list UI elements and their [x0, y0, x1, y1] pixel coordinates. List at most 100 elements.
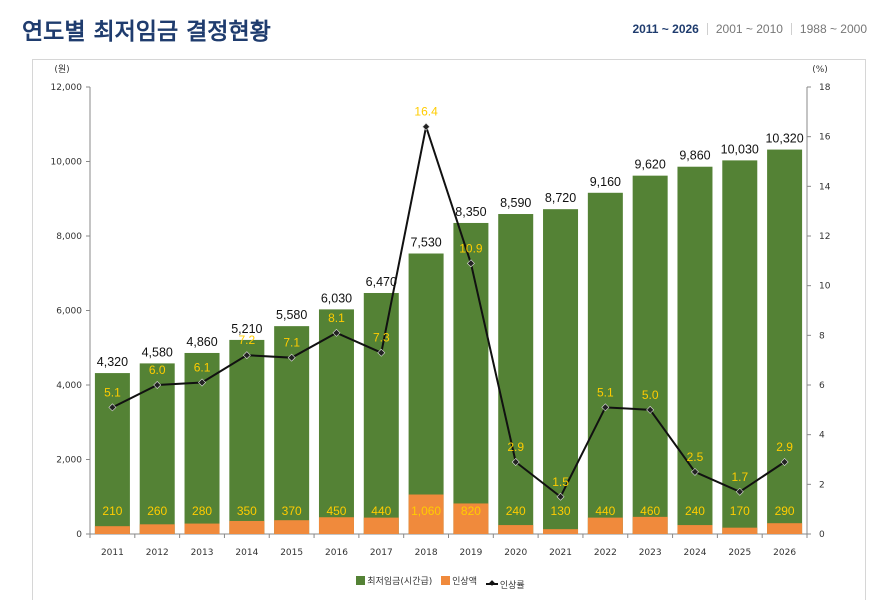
- x-tick-label: 2011: [101, 548, 124, 558]
- y-right-tick-label: 0: [819, 530, 825, 540]
- wage-data-label: 9,160: [590, 175, 621, 189]
- range-divider: [706, 23, 708, 35]
- rate-point: [556, 492, 565, 501]
- y-right-tick-label: 8: [819, 331, 825, 341]
- rate-data-label: 2.9: [507, 440, 524, 454]
- wage-bar: [587, 192, 623, 535]
- increase-data-label: 260: [147, 504, 167, 518]
- rate-data-label: 5.0: [642, 388, 659, 402]
- y-left-unit: (원): [54, 64, 69, 75]
- y-left-tick-label: 8,000: [56, 232, 82, 242]
- wage-bar: [677, 166, 713, 534]
- legend-label-wage: 최저임금(시간급): [367, 577, 433, 587]
- range-tab-1988-2000[interactable]: 1988 ~ 2000: [799, 22, 867, 36]
- x-tick-label: 2024: [684, 548, 707, 558]
- x-tick-label: 2015: [280, 548, 303, 558]
- x-tick-label: 2021: [549, 548, 572, 558]
- y-left-tick-label: 6,000: [56, 307, 82, 317]
- y-right-tick-label: 2: [819, 480, 825, 490]
- legend-swatch-rate: [485, 583, 498, 585]
- wage-bar: [363, 292, 399, 534]
- legend-item-wage: 최저임금(시간급): [356, 574, 432, 587]
- y-left-tick-label: 2,000: [56, 456, 82, 466]
- y-left-tick-label: 10,000: [51, 158, 83, 168]
- increase-bar: [408, 494, 444, 534]
- wage-bar: [767, 149, 803, 534]
- rate-point: [332, 328, 341, 337]
- increase-data-label: 450: [326, 504, 346, 518]
- wage-data-label: 6,030: [321, 291, 352, 305]
- rate-point: [735, 487, 744, 496]
- wage-bar: [318, 309, 354, 534]
- y-left-tick-label: 4,000: [56, 381, 82, 391]
- wage-data-label: 9,620: [635, 158, 666, 172]
- rate-point: [153, 381, 162, 389]
- rate-data-label: 5.1: [104, 385, 121, 399]
- range-tab-2001-2010[interactable]: 2001 ~ 2010: [715, 22, 783, 36]
- rate-point: [511, 458, 520, 466]
- wage-bar: [543, 209, 579, 534]
- x-tick-label: 2022: [594, 548, 617, 558]
- increase-data-label: 820: [461, 504, 481, 518]
- rate-data-label: 10.9: [459, 241, 483, 255]
- rate-point: [242, 351, 251, 360]
- rate-data-label: 1.7: [731, 470, 748, 484]
- legend-swatch-increase: [441, 576, 451, 585]
- rate-point: [108, 403, 117, 412]
- rate-point: [287, 353, 296, 362]
- increase-bar: [274, 520, 310, 534]
- rate-data-label: 7.1: [283, 336, 300, 350]
- x-tick-label: 2013: [191, 548, 214, 558]
- y-right-tick-label: 6: [819, 381, 825, 391]
- increase-data-label: 460: [640, 504, 660, 518]
- y-right-tick-label: 16: [819, 133, 831, 143]
- wage-data-label: 4,320: [97, 355, 128, 369]
- x-tick-label: 2026: [773, 548, 796, 558]
- increase-bar: [363, 517, 399, 534]
- increase-data-label: 280: [192, 504, 212, 518]
- increase-bar: [722, 527, 758, 534]
- wage-data-label: 10,320: [765, 132, 803, 146]
- wage-data-label: 4,580: [142, 345, 173, 359]
- wage-bar: [229, 339, 265, 534]
- range-tab-2011-2026[interactable]: 2011 ~ 2026: [632, 22, 699, 36]
- increase-bar: [543, 529, 579, 534]
- wage-bar: [632, 175, 668, 534]
- y-right-unit: (%): [812, 65, 828, 75]
- y-right-tick-label: 12: [819, 232, 830, 242]
- increase-bar: [677, 525, 713, 534]
- rate-point: [780, 458, 789, 466]
- range-divider: [790, 23, 792, 35]
- y-right-tick-label: 4: [819, 431, 825, 441]
- x-tick-label: 2012: [146, 548, 169, 558]
- rate-data-label: 7.3: [373, 331, 390, 345]
- increase-data-label: 350: [237, 504, 257, 518]
- rate-point: [198, 378, 206, 387]
- wage-data-label: 5,580: [276, 308, 307, 322]
- increase-bar: [139, 524, 175, 534]
- wage-bar: [722, 160, 758, 534]
- wage-bar: [408, 253, 444, 534]
- wage-bar: [94, 373, 130, 534]
- wage-data-label: 6,470: [366, 275, 397, 289]
- rate-data-label: 1.5: [552, 475, 569, 489]
- increase-data-label: 130: [551, 504, 571, 518]
- rate-data-label: 2.9: [776, 440, 793, 454]
- rate-data-label: 2.5: [687, 450, 704, 464]
- x-tick-label: 2018: [415, 548, 438, 558]
- y-right-tick-label: 14: [819, 182, 831, 192]
- increase-bar: [498, 525, 534, 534]
- increase-data-label: 440: [371, 504, 391, 518]
- legend-label-rate: 인상률: [499, 580, 525, 591]
- wage-data-label: 7,530: [410, 236, 441, 250]
- rate-data-label: 6.1: [194, 361, 211, 375]
- increase-data-label: 240: [506, 504, 526, 518]
- rate-point: [691, 467, 699, 476]
- wage-data-label: 4,860: [186, 335, 217, 349]
- rate-data-label: 6.0: [149, 363, 166, 377]
- wage-data-label: 5,210: [231, 322, 262, 336]
- increase-data-label: 240: [685, 504, 705, 518]
- legend-item-rate: 인상률: [485, 578, 525, 591]
- chart-legend: 최저임금(시간급) 인상액 인상률: [0, 574, 881, 591]
